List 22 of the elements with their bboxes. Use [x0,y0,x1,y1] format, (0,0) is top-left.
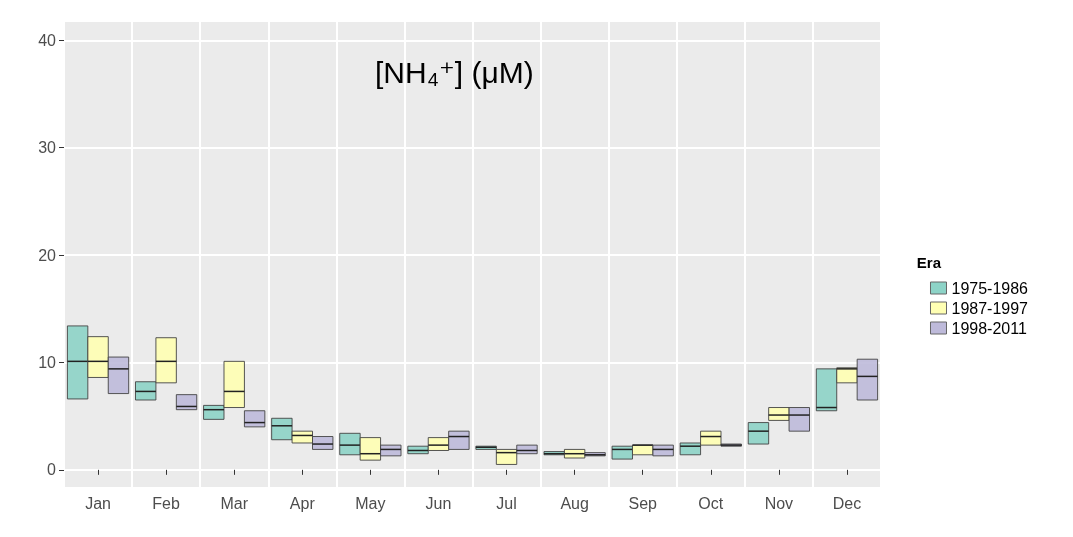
legend-label: 1975-1986 [951,279,1029,297]
legend-title: Era [916,254,942,271]
y-tick-label: 10 [38,353,57,371]
x-tick-label: Jan [85,494,111,512]
legend-label: 1987-1997 [951,299,1029,317]
y-tick-label: 20 [38,246,57,264]
text: [NH₄⁺] (μM) [375,55,534,89]
x-tick-label: Nov [764,494,794,512]
x-tick-label: Dec [832,494,862,512]
x-tick-label: Oct [698,494,724,512]
y-tick-label: 40 [38,31,57,49]
x-tick-label: Mar [220,494,249,512]
x-tick-label: Jun [425,494,452,512]
x-tick-label: Jul [496,494,517,512]
x-tick-label: Apr [289,494,316,512]
legend-label: 1998-2011 [951,319,1027,337]
x-tick-label: Feb [152,494,181,512]
x-tick-label: Sep [628,494,658,512]
x-tick-label: May [355,494,386,512]
x-tick-label: Aug [560,494,589,512]
y-tick-label: 0 [47,461,57,479]
y-tick-label: 30 [38,139,57,157]
